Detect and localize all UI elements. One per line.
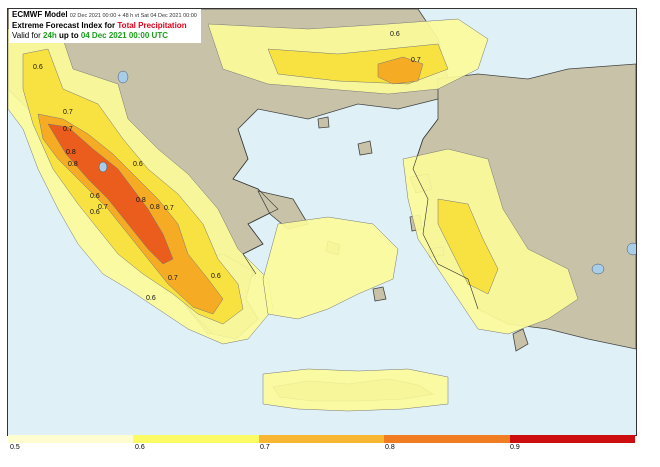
efi-zone-crete-06	[262, 368, 449, 412]
contour-label: 0.7	[63, 109, 73, 116]
valid-period: 24h	[43, 31, 57, 40]
title-prefix: Extreme Forecast Index for	[12, 21, 116, 30]
efi-zone-north-08	[377, 56, 424, 85]
legend-segment	[133, 435, 259, 443]
contour-label: 0.7	[164, 205, 174, 212]
land-naxos	[372, 286, 387, 302]
valid-middle: up to	[59, 31, 79, 40]
contour-label: 0.6	[33, 64, 43, 71]
legend-tick: 0.8	[385, 444, 395, 451]
land-lemnos	[357, 140, 373, 156]
contour-label: 0.7	[411, 57, 421, 64]
contour-label: 0.6	[146, 295, 156, 302]
contour-label: 0.8	[150, 204, 160, 211]
title-row: Extreme Forecast Index for Total Precipi…	[12, 21, 197, 31]
legend-segment	[258, 435, 385, 443]
land-rhodes	[512, 328, 529, 352]
legend-tick: 0.9	[510, 444, 520, 451]
legend-segment	[8, 435, 134, 443]
contour-label: 0.7	[98, 204, 108, 211]
map-header: ECMWF Model 02 Dec 2021 00:00 + 48 h vt …	[9, 9, 201, 43]
contour-label: 0.7	[63, 126, 73, 133]
legend-segment	[384, 435, 510, 443]
contour-label: 0.7	[168, 275, 178, 282]
contour-label: 0.8	[136, 197, 146, 204]
valid-row: Valid for 24h up to 04 Dec 2021 00:00 UT…	[12, 31, 197, 41]
contour-label: 0.8	[68, 161, 78, 168]
title-highlight: Total Precipitation	[117, 21, 187, 30]
legend-tick: 0.5	[10, 444, 20, 451]
efi-zone-aegean-06	[262, 216, 399, 320]
contour-label: 0.6	[133, 161, 143, 168]
legend-tick: 0.6	[135, 444, 145, 451]
lake-shape	[591, 263, 605, 275]
land-thasos	[317, 116, 330, 129]
lake-shape	[626, 242, 636, 256]
efi-zone-west-09	[47, 123, 174, 265]
lake-shape	[98, 161, 108, 173]
lakes	[98, 70, 636, 275]
color-legend	[8, 435, 636, 443]
coast-overlay	[232, 118, 479, 310]
legend-ticks: 0.5 0.6 0.7 0.8 0.9	[8, 444, 635, 454]
efi-zone-east-07	[437, 198, 499, 295]
map-canvas	[8, 9, 636, 412]
contour-label: 0.8	[66, 149, 76, 156]
efi-zone-east-06	[402, 148, 579, 335]
legend-segment	[509, 435, 636, 443]
run-info: 02 Dec 2021 00:00 + 48 h vt Sat 04 Dec 2…	[69, 13, 197, 19]
contour-label: 0.6	[390, 31, 400, 38]
lake-shape	[117, 70, 129, 84]
legend-tick: 0.7	[260, 444, 270, 451]
efi-shading	[8, 18, 579, 412]
contour-label: 0.6	[90, 193, 100, 200]
valid-time: 04 Dec 2021 00:00 UTC	[80, 31, 168, 40]
contour-label: 0.6	[211, 273, 221, 280]
run-info-row: ECMWF Model 02 Dec 2021 00:00 + 48 h vt …	[12, 10, 197, 21]
map-frame[interactable]: 0.6 0.7 0.7 0.6 0.7 0.8 0.8 0.6 0.6 0.7 …	[7, 8, 637, 436]
contour-label: 0.6	[90, 209, 100, 216]
valid-prefix: Valid for	[12, 31, 41, 40]
model-name: ECMWF Model	[12, 10, 68, 19]
